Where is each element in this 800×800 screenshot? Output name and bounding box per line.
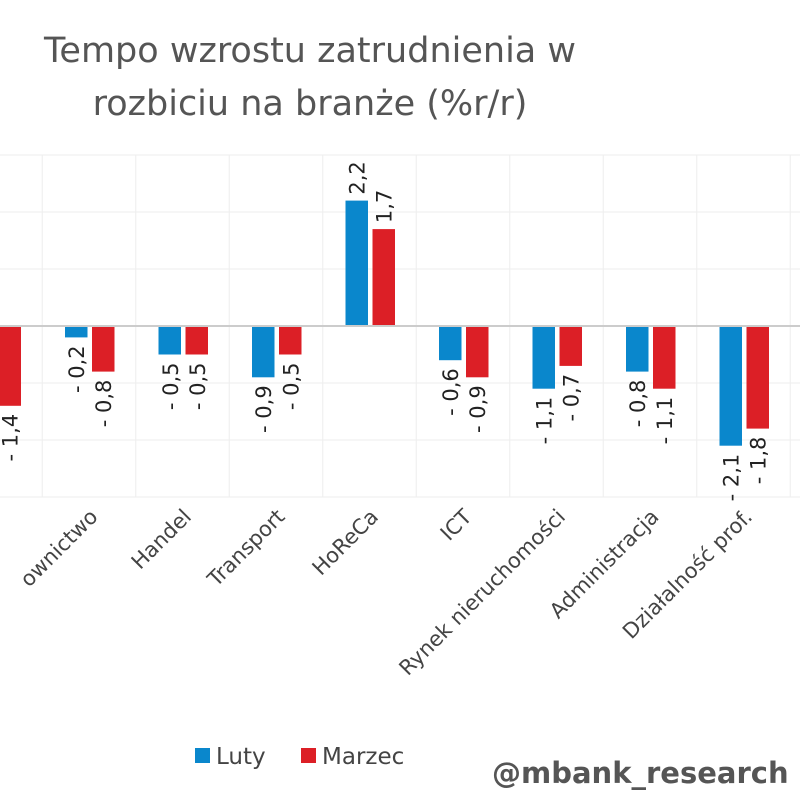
bar-marzec	[466, 326, 489, 378]
bar-luty	[626, 326, 649, 372]
x-tick-label: HoReCa	[308, 505, 383, 580]
legend-swatch-marzec	[301, 748, 316, 763]
bar-luty	[439, 326, 462, 361]
watermark: @mbank_research	[492, 756, 789, 790]
x-tick-label: ICT	[436, 504, 477, 545]
data-label: - 0,5	[279, 363, 303, 411]
x-tick-label: Rynek nieruchomości	[394, 505, 570, 681]
bar-luty	[719, 326, 742, 446]
bar-marzec	[279, 326, 302, 355]
bar-luty	[345, 200, 368, 326]
bar-luty	[532, 326, 555, 389]
data-label: - 0,5	[159, 363, 183, 411]
legend-label-marzec: Marzec	[322, 744, 404, 770]
chart-title-line: Tempo wzrostu zatrudnienia w	[43, 31, 576, 71]
bar-marzec	[0, 326, 21, 406]
bar-marzec	[653, 326, 676, 389]
data-label: - 1,1	[653, 397, 677, 445]
data-label: - 0,9	[252, 385, 276, 433]
data-label: - 0,9	[466, 385, 490, 433]
chart-title-line: rozbiciu na branże (%r/r)	[93, 84, 528, 124]
data-label: - 0,5	[186, 363, 210, 411]
bar-luty	[65, 326, 88, 338]
data-label: - 1,1	[533, 397, 557, 445]
data-label: - 0,2	[65, 345, 89, 393]
data-label: 1,7	[373, 190, 397, 223]
bar-marzec	[372, 229, 395, 326]
bar-marzec	[92, 326, 115, 372]
bar-marzec	[746, 326, 769, 429]
bar-luty	[158, 326, 181, 355]
bar-luty	[252, 326, 275, 378]
x-tick-label: Handel	[127, 505, 196, 574]
legend-swatch-luty	[195, 748, 210, 763]
data-label: - 1,8	[747, 437, 771, 485]
data-label: - 0,8	[92, 380, 116, 428]
x-tick-label: ownictwo	[16, 505, 103, 592]
data-label: - 0,6	[439, 368, 463, 416]
data-label: 2,2	[346, 161, 370, 194]
data-label: - 2,1	[720, 454, 744, 502]
bar-marzec	[185, 326, 208, 355]
bar-marzec	[559, 326, 582, 366]
x-tick-label: Transport	[202, 505, 289, 592]
legend-label-luty: Luty	[216, 744, 266, 770]
data-label: - 0,8	[626, 380, 650, 428]
data-label: - 1,4	[0, 414, 23, 462]
data-label: - 0,7	[560, 374, 584, 422]
